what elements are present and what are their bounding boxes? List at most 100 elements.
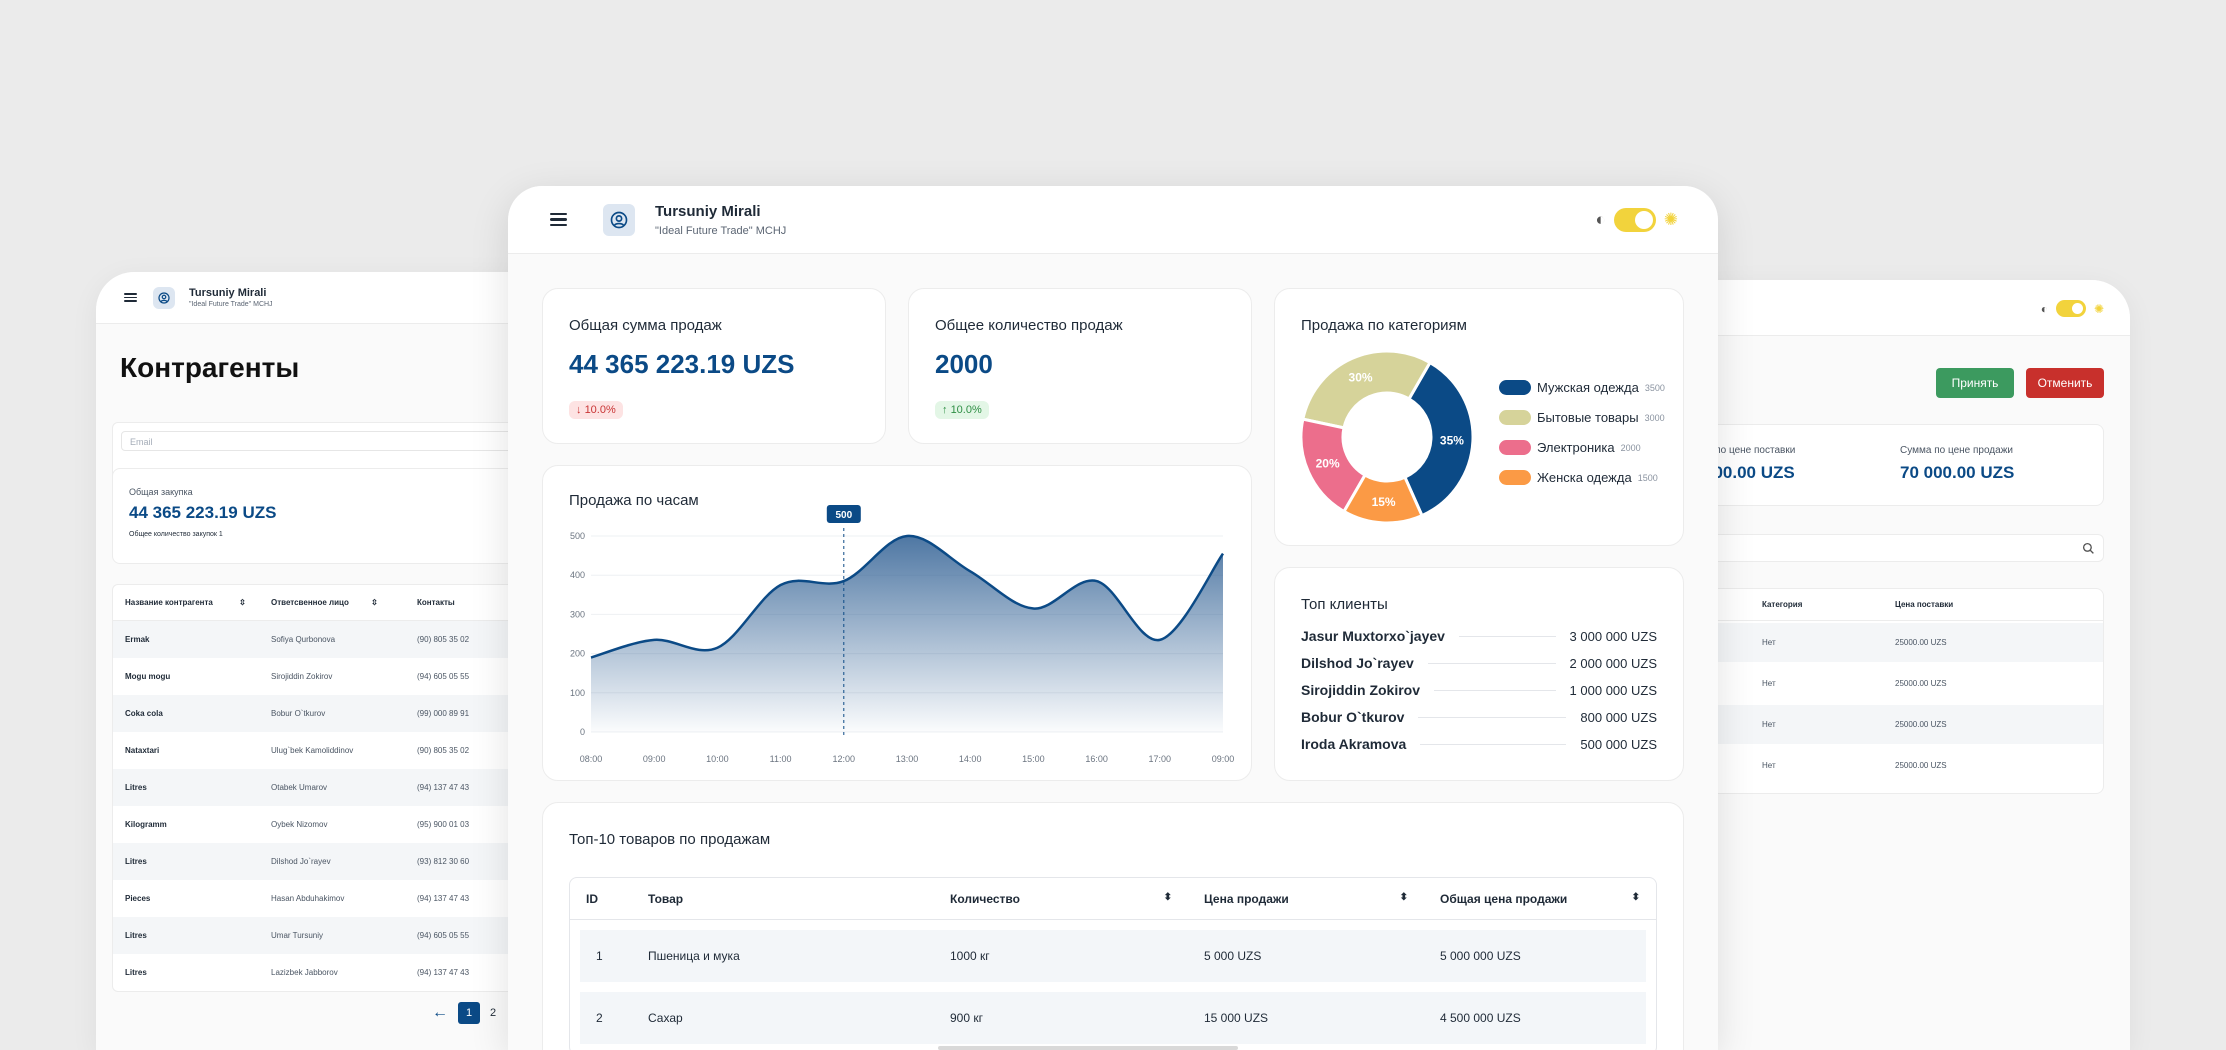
table-row[interactable]: Kilogramm Oybek Nizomov (95) 900 01 03 bbox=[113, 806, 555, 843]
client-row[interactable]: Jasur Muxtorxo`jayev 3 000 000 UZS bbox=[1301, 628, 1657, 644]
table-row[interactable]: Нет 25000.00 UZS bbox=[1700, 746, 2103, 785]
theme-switch[interactable] bbox=[1613, 208, 1656, 232]
cell-contact: (94) 137 47 43 bbox=[417, 783, 470, 792]
legend-swatch bbox=[1499, 440, 1531, 455]
data-point[interactable] bbox=[905, 534, 910, 539]
sums-card: ма по цене поставки 000.00 UZS Сумма по … bbox=[1700, 424, 2104, 506]
sort-icon[interactable]: ⇳ bbox=[371, 598, 378, 607]
counterparties-table: Название контрагента ⇳ Ответсвенное лицо… bbox=[112, 584, 556, 992]
sort-icon[interactable]: ⬍ bbox=[1399, 891, 1408, 903]
data-point[interactable] bbox=[968, 569, 973, 574]
sales-count-value: 2000 bbox=[935, 349, 993, 379]
table-row[interactable]: Litres Umar Tursuniy (94) 605 05 55 bbox=[113, 917, 555, 954]
cell-total: 5 000 000 UZS bbox=[1440, 949, 1521, 963]
theme-switch[interactable] bbox=[2055, 300, 2086, 317]
legend-value: 3500 bbox=[1644, 382, 1665, 393]
sort-icon[interactable]: ⇳ bbox=[239, 598, 246, 607]
table-row[interactable]: Litres Dilshod Jo`rayev (93) 812 30 60 bbox=[113, 843, 555, 880]
client-row[interactable]: Bobur O`tkurov 800 000 UZS bbox=[1301, 709, 1657, 725]
table-row[interactable]: Ermak Sofiya Qurbonova (90) 805 35 02 bbox=[113, 621, 555, 658]
hourly-sales-card: Продажа по часам 0 100 200 300 400 500 08:00 09… bbox=[542, 465, 1252, 781]
tooltip-label: 500 bbox=[835, 510, 852, 521]
cell-contact: (99) 000 89 91 bbox=[417, 709, 470, 718]
table-row[interactable]: 2 Сахар 900 кг 15 000 UZS 4 500 000 UZS bbox=[580, 992, 1646, 1044]
data-point[interactable] bbox=[778, 583, 783, 588]
user-circle-icon bbox=[158, 291, 170, 304]
client-row[interactable]: Dilshod Jo`rayev 2 000 000 UZS bbox=[1301, 655, 1657, 671]
table-row[interactable]: Нет 25000.00 UZS bbox=[1700, 623, 2103, 662]
menu-icon[interactable] bbox=[550, 213, 567, 226]
sales-total-value: 44 365 223.19 UZS bbox=[569, 349, 795, 379]
col-person[interactable]: Ответсвенное лицо ⇳ bbox=[259, 598, 405, 607]
document-table: Категория Цена поставки Нет 25000.00 UZS Н… bbox=[1700, 588, 2104, 794]
categories-title: Продажа по категориям bbox=[1301, 317, 1467, 334]
legend-label: Бытовые товары bbox=[1537, 410, 1639, 425]
divider bbox=[1434, 689, 1556, 691]
legend-label: Женска одежда bbox=[1537, 470, 1632, 485]
data-point[interactable] bbox=[652, 637, 657, 642]
table-row[interactable]: Nataxtari Ulug`bek Kamoliddinov (90) 805 3… bbox=[113, 732, 555, 769]
scroll-indicator[interactable] bbox=[938, 1046, 1238, 1050]
col-id: ID bbox=[586, 891, 598, 906]
pie-slice[interactable] bbox=[1299, 417, 1368, 514]
pie-slice[interactable] bbox=[1402, 360, 1475, 518]
categories-card: Продажа по категориям 35% 30% 20% 15% Мужск… bbox=[1274, 288, 1684, 546]
avatar[interactable] bbox=[603, 203, 635, 236]
table-header: ID Товар Количество ⬍ Цена продажи ⬍ Общая… bbox=[570, 878, 1656, 920]
client-row[interactable]: Sirojiddin Zokirov 1 000 000 UZS bbox=[1301, 682, 1657, 698]
data-point[interactable] bbox=[1221, 551, 1226, 556]
page-2[interactable]: 2 bbox=[490, 1007, 497, 1019]
pagination: ← 1 2 bbox=[432, 1002, 496, 1024]
cell-supply-price: 25000.00 UZS bbox=[1895, 761, 1947, 770]
x-tick-label: 15:00 bbox=[1022, 754, 1045, 764]
top-products-table: ID Товар Количество ⬍ Цена продажи ⬍ Общая… bbox=[569, 877, 1657, 1050]
x-tick-label: 09:00 bbox=[1212, 754, 1235, 764]
legend-item: Женска одежда 1500 bbox=[1499, 470, 1658, 485]
sort-icon[interactable]: ⬍ bbox=[1631, 891, 1640, 903]
theme-toggle[interactable]: ◐ ✺ bbox=[2041, 300, 2104, 317]
legend-label: Электроника bbox=[1537, 440, 1615, 455]
pie-slice[interactable] bbox=[1341, 473, 1424, 525]
page-1[interactable]: 1 bbox=[458, 1002, 480, 1024]
table-row[interactable]: Pieces Hasan Abduhakimov (94) 137 47 43 bbox=[113, 880, 555, 917]
client-name: Bobur O`tkurov bbox=[1301, 709, 1405, 725]
x-tick-label: 14:00 bbox=[959, 754, 982, 764]
table-row[interactable]: Нет 25000.00 UZS bbox=[1700, 664, 2103, 703]
top-clients-title: Топ клиенты bbox=[1301, 596, 1388, 613]
menu-icon[interactable] bbox=[124, 293, 137, 302]
client-name: Sirojiddin Zokirov bbox=[1301, 682, 1421, 698]
cell-supply-price: 25000.00 UZS bbox=[1895, 679, 1947, 688]
email-input[interactable]: Email bbox=[121, 431, 555, 451]
col-name[interactable]: Название контрагента ⇳ bbox=[113, 598, 259, 607]
sort-icon[interactable]: ⬍ bbox=[1163, 891, 1172, 903]
table-row[interactable]: Нет 25000.00 UZS bbox=[1700, 705, 2103, 744]
client-row[interactable]: Iroda Akramova 500 000 UZS bbox=[1301, 736, 1657, 752]
arrow-left-icon[interactable]: ← bbox=[432, 1004, 448, 1021]
y-tick-label: 400 bbox=[570, 570, 585, 580]
legend-swatch bbox=[1499, 380, 1531, 395]
pie-percent-label: 35% bbox=[1440, 433, 1464, 447]
user-name: Tursuniy Mirali bbox=[189, 287, 267, 299]
accept-button[interactable]: Принять bbox=[1936, 368, 2014, 398]
top-clients-card: Топ клиенты Jasur Muxtorxo`jayev 3 000 00… bbox=[1274, 567, 1684, 781]
data-point[interactable] bbox=[589, 655, 594, 660]
table-row[interactable]: Litres Lazizbek Jabborov (94) 137 47 43 bbox=[113, 954, 555, 991]
avatar[interactable] bbox=[153, 286, 175, 309]
col-price[interactable]: Цена продажи ⬍ bbox=[1188, 892, 1424, 906]
pie-slice[interactable] bbox=[1301, 349, 1433, 430]
cancel-button[interactable]: Отменить bbox=[2026, 368, 2104, 398]
col-qty[interactable]: Количество ⬍ bbox=[934, 892, 1188, 906]
data-point[interactable] bbox=[1157, 637, 1162, 642]
table-row[interactable]: Mogu mogu Sirojiddin Zokirov (94) 605 05 5… bbox=[113, 658, 555, 695]
cell-name: Litres bbox=[125, 783, 147, 792]
cell-name: Litres bbox=[125, 857, 147, 866]
col-total[interactable]: Общая цена продажи ⬍ bbox=[1424, 892, 1656, 906]
table-row[interactable]: Litres Otabek Umarov (94) 137 47 43 bbox=[113, 769, 555, 806]
data-point[interactable] bbox=[1031, 606, 1036, 611]
theme-toggle[interactable]: ◐ ✺ bbox=[1595, 208, 1678, 232]
table-row[interactable]: 1 Пшеница и мука 1000 кг 5 000 UZS 5 000 000… bbox=[580, 930, 1646, 982]
data-point[interactable] bbox=[715, 645, 720, 650]
data-point[interactable] bbox=[1094, 579, 1099, 584]
table-row[interactable]: Coka cola Bobur O`tkurov (99) 000 89 91 bbox=[113, 695, 555, 732]
search-input[interactable] bbox=[1700, 534, 2104, 562]
